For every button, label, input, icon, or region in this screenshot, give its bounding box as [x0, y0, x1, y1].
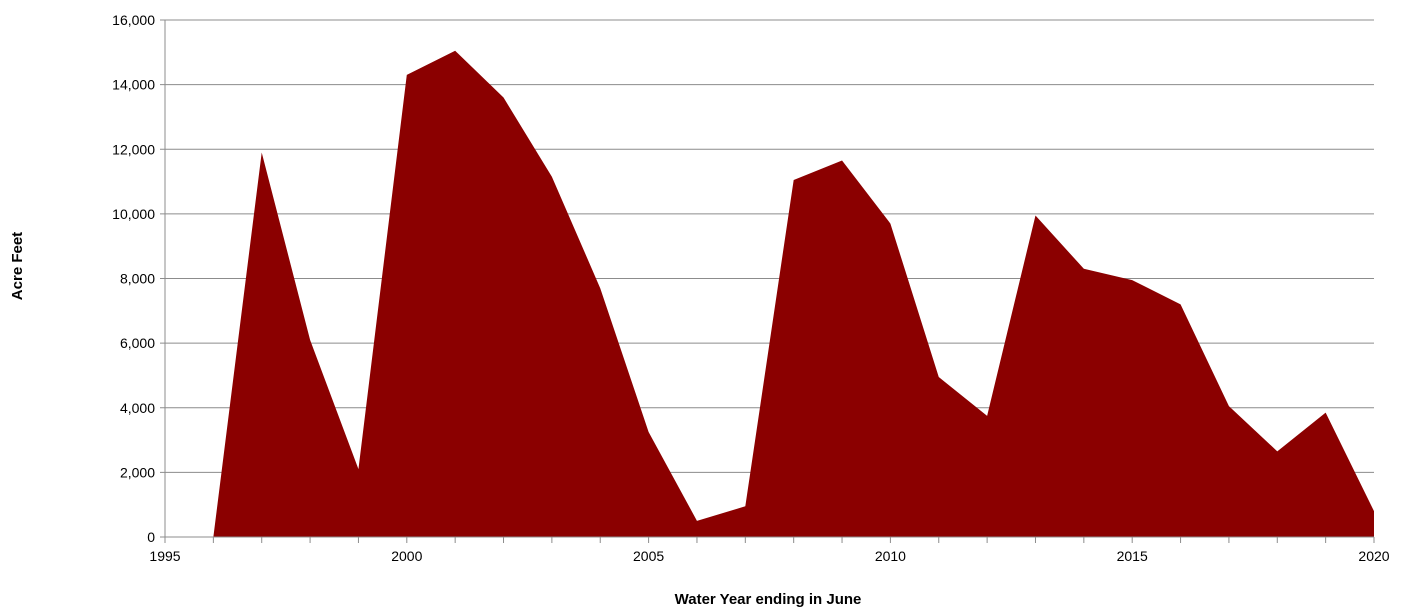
- y-tick-label: 12,000: [112, 141, 155, 157]
- y-tick-label: 14,000: [112, 77, 155, 93]
- x-tick-label: 2000: [391, 548, 422, 564]
- x-tick-labels: 1995 2000 2005 2010 2015 2020: [149, 548, 1389, 564]
- y-tick-label: 4,000: [120, 400, 155, 416]
- y-tick-label: 8,000: [120, 271, 155, 287]
- y-axis-label: Acre Feet: [9, 232, 26, 300]
- area-series: [213, 50, 1375, 538]
- axes: [160, 19, 1375, 543]
- y-tick-label: 16,000: [112, 12, 155, 28]
- x-tick-label: 2010: [875, 548, 906, 564]
- x-tick-label: 1995: [149, 548, 180, 564]
- y-tick-label: 6,000: [120, 335, 155, 351]
- area-fill: [213, 50, 1375, 538]
- x-tick-label: 2020: [1358, 548, 1389, 564]
- y-tick-label: 0: [147, 529, 155, 545]
- y-tick-label: 2,000: [120, 464, 155, 480]
- y-tick-label: 10,000: [112, 206, 155, 222]
- x-tick-label: 2005: [633, 548, 664, 564]
- x-tick-label: 2015: [1117, 548, 1148, 564]
- x-axis-label: Water Year ending in June: [675, 591, 862, 608]
- y-tick-labels: 0 2,000 4,000 6,000 8,000 10,000 12,000 14,000 1…: [112, 12, 155, 545]
